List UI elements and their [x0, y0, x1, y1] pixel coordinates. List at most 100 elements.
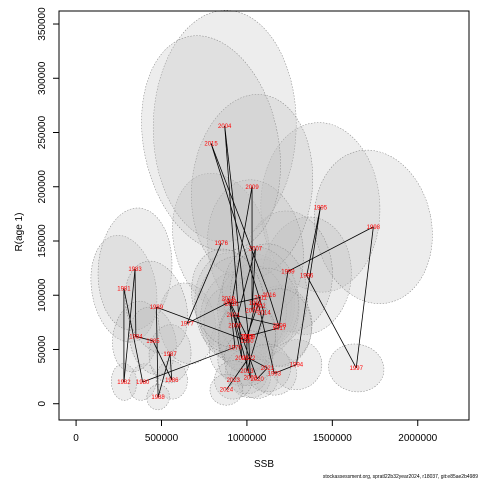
year-label: 1998: [367, 225, 381, 231]
path-segment: [227, 298, 248, 337]
path-segment: [123, 288, 144, 383]
year-label: 1987: [163, 352, 177, 358]
path-segment: [135, 336, 154, 342]
year-label: 2005: [235, 356, 249, 362]
path-segment: [234, 325, 243, 359]
x-tick-label: 2000000: [398, 433, 437, 444]
year-label: 1988: [151, 395, 165, 401]
path-segment: [246, 297, 261, 337]
year-label: 1994: [290, 363, 304, 369]
path-segment: [152, 340, 173, 381]
x-tick-label: 1500000: [313, 433, 352, 444]
year-label: 2019: [221, 296, 235, 302]
path-segment: [256, 367, 268, 380]
y-tick-label: 150000: [37, 224, 48, 258]
path-segment: [227, 298, 258, 379]
year-label: 1977: [180, 321, 194, 327]
confidence-ellipse: [314, 149, 433, 304]
path-segment: [123, 269, 136, 383]
year-label: 1990: [240, 339, 254, 345]
path-segment: [246, 327, 280, 337]
confidence-ellipses: [90, 10, 433, 411]
year-label: 1984: [129, 334, 143, 340]
year-label: 1981: [117, 287, 131, 293]
path-segment: [232, 357, 249, 381]
year-label: 2003: [242, 334, 256, 340]
year-label: 1992: [252, 304, 266, 310]
path-segment: [157, 353, 171, 398]
path-segment: [186, 301, 231, 324]
path-segment: [287, 226, 374, 272]
year-labels: 1976 1977 1978 1979 1980 1981 1982 1983 19841985…: [117, 124, 380, 401]
path-segment: [246, 312, 265, 372]
path-segment: [169, 353, 173, 380]
year-label: 1985: [146, 339, 160, 345]
year-label: 1976: [215, 241, 229, 247]
path-segment: [306, 207, 321, 276]
year-label: 2009: [245, 185, 259, 191]
year-label: 2017: [273, 326, 287, 332]
year-label: 1999: [281, 269, 295, 275]
year-label: 1997: [350, 366, 364, 372]
x-tick-label: 500000: [145, 433, 179, 444]
y-tick-label: 250000: [37, 115, 48, 149]
y-tick-label: 200000: [37, 170, 48, 204]
x-tick-label: 0: [73, 433, 79, 444]
path-segment: [232, 314, 251, 378]
y-axis: 0 50000 100000 150000 200000 250000 300000 3500…: [37, 7, 60, 407]
footer-text: stockassessment.org, spratl22b32year2024…: [323, 474, 478, 480]
path-segment: [355, 226, 374, 368]
year-label: 1980: [136, 380, 150, 386]
year-label: 2010: [225, 302, 239, 308]
year-label: 2014: [257, 311, 271, 317]
year-label: 1978: [223, 300, 237, 306]
year-label: 1982: [117, 380, 131, 386]
year-label: 2004: [218, 124, 232, 130]
year-label: 2022: [242, 356, 256, 362]
y-tick-label: 350000: [37, 7, 48, 41]
year-label: 1979: [228, 345, 242, 351]
path-segment: [255, 302, 260, 307]
path-segment: [231, 297, 261, 305]
path-segment: [134, 269, 137, 337]
year-label: 2021: [261, 366, 275, 372]
path-segment: [268, 295, 280, 328]
year-label: 2016: [262, 293, 276, 299]
y-tick-label: 0: [37, 401, 48, 407]
path-segment: [186, 243, 222, 324]
x-axis-title: SSB: [254, 459, 274, 470]
path-segment: [155, 307, 159, 398]
y-axis-title: R(age 1): [14, 213, 25, 252]
y-tick-label: 50000: [37, 335, 48, 363]
x-axis: 0 500000 1000000 1500000 2000000: [73, 419, 438, 444]
path-segment: [258, 305, 275, 374]
time-series-path: [123, 125, 374, 398]
year-label: 2008: [245, 308, 259, 314]
year-label: 1989: [150, 305, 164, 311]
year-label: 2011: [254, 295, 268, 301]
year-label: 2012: [240, 334, 254, 340]
year-label: 1995: [314, 205, 328, 211]
year-label: 2001: [227, 313, 241, 319]
year-label: 2018: [240, 334, 254, 340]
path-segment: [296, 207, 321, 365]
y-tick-label: 300000: [37, 61, 48, 95]
year-label: 2013: [240, 369, 254, 375]
path-segment: [210, 143, 265, 313]
year-label: 2020: [250, 377, 264, 383]
year-label: 1983: [128, 267, 142, 273]
year-label: 2007: [249, 247, 263, 253]
y-tick-label: 100000: [37, 278, 48, 312]
year-label: 1993: [268, 371, 282, 377]
path-segment: [156, 306, 248, 342]
year-label: 2015: [204, 141, 218, 147]
year-label: 2023: [227, 378, 241, 384]
path-segment: [278, 271, 289, 326]
path-segment: [306, 275, 357, 369]
path-segment: [226, 379, 234, 390]
year-label: 1986: [165, 378, 179, 384]
x-tick-label: 1000000: [227, 433, 266, 444]
year-label: 1991: [249, 301, 263, 307]
year-label: 2002: [244, 376, 258, 382]
